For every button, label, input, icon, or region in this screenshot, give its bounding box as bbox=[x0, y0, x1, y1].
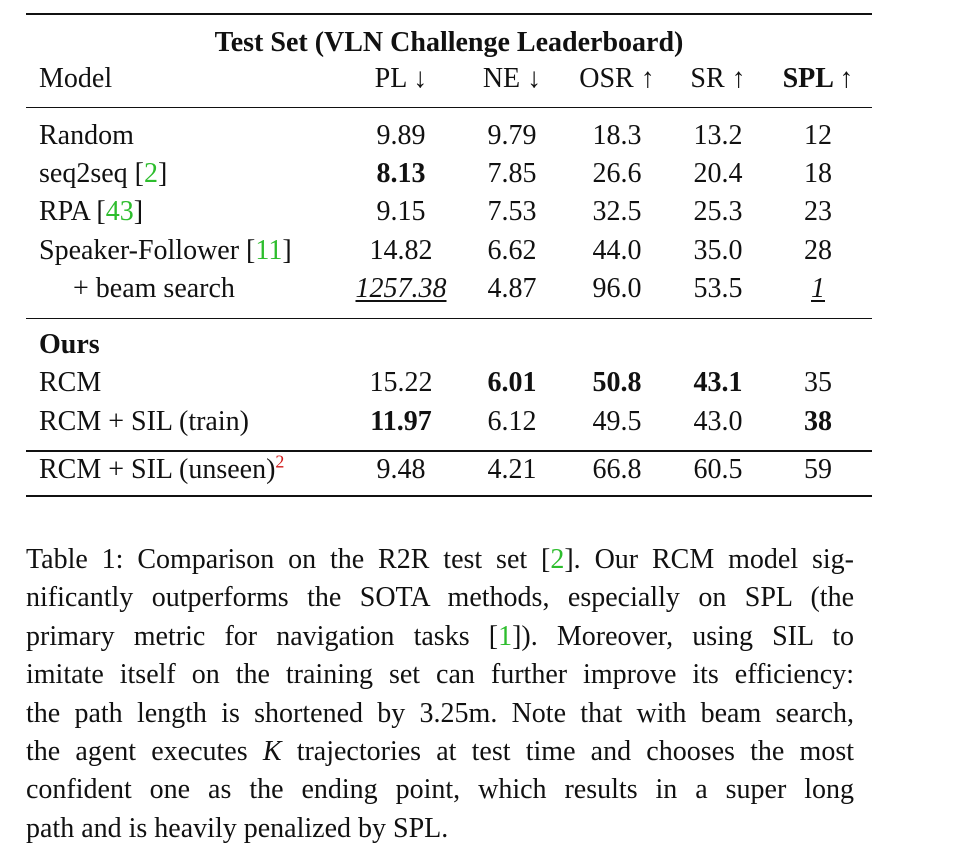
row-spl: 38 bbox=[804, 406, 832, 437]
row-pl: 9.15 bbox=[376, 196, 426, 227]
row-osr: 26.6 bbox=[592, 158, 642, 189]
row-ne: 9.79 bbox=[487, 120, 537, 151]
table-row: Random 9.89 9.79 18.3 13.2 12 bbox=[0, 118, 968, 154]
row-osr: 44.0 bbox=[592, 235, 642, 266]
row-spl: 28 bbox=[804, 235, 832, 266]
header-sr: SR ↑ bbox=[690, 63, 746, 94]
header-model: Model bbox=[39, 63, 113, 94]
table-bottom-rule bbox=[26, 495, 872, 497]
caption-line: path and is heavily penalized by SPL. bbox=[26, 812, 449, 844]
row-spl: 59 bbox=[804, 454, 832, 485]
header-osr: OSR ↑ bbox=[579, 63, 655, 94]
citation-link[interactable]: 11 bbox=[255, 235, 283, 266]
table-row: seq2seq [2] 8.13 7.85 26.6 20.4 18 bbox=[0, 156, 968, 192]
row-osr: 50.8 bbox=[592, 367, 642, 398]
row-sr: 43.0 bbox=[693, 406, 743, 437]
table-row: RCM 15.22 6.01 50.8 43.1 35 bbox=[0, 365, 968, 401]
header-ne: NE ↓ bbox=[482, 63, 542, 94]
row-pl: 15.22 bbox=[369, 367, 433, 398]
caption-line: Table 1: Comparison on the R2R test set … bbox=[26, 544, 854, 575]
caption-line: the path length is shortened by 3.25m. N… bbox=[26, 697, 854, 729]
caption-line: confident one as the ending point, which… bbox=[26, 774, 854, 806]
citation-link[interactable]: 2 bbox=[550, 544, 565, 575]
header-spl: SPL ↑ bbox=[782, 63, 854, 94]
table-row: RCM + SIL (unseen)2 9.48 4.21 66.8 60.5 … bbox=[0, 452, 968, 488]
table-row: RCM + SIL (train) 11.97 6.12 49.5 43.0 3… bbox=[0, 404, 968, 440]
row-model: Random bbox=[39, 120, 134, 151]
row-spl: 35 bbox=[804, 367, 832, 398]
table-row: Speaker-Follower [11] 14.82 6.62 44.0 35… bbox=[0, 233, 968, 269]
row-model: Speaker-Follower [11] bbox=[39, 235, 292, 266]
row-model: RCM + SIL (train) bbox=[39, 406, 249, 437]
table-header-row: Model PL ↓ NE ↓ OSR ↑ SR ↑ SPL ↑ bbox=[0, 61, 968, 97]
row-spl: 1 bbox=[811, 273, 825, 304]
row-ne: 7.53 bbox=[487, 196, 537, 227]
section-label: Ours bbox=[39, 329, 100, 360]
row-sr: 35.0 bbox=[693, 235, 743, 266]
row-sr: 13.2 bbox=[693, 120, 743, 151]
table-title: Test Set (VLN Challenge Leaderboard) bbox=[214, 27, 684, 58]
row-spl: 23 bbox=[804, 196, 832, 227]
section-rule bbox=[26, 318, 872, 319]
footnote-marker[interactable]: 2 bbox=[275, 451, 285, 472]
header-pl: PL ↓ bbox=[374, 63, 428, 94]
row-sr: 60.5 bbox=[693, 454, 743, 485]
row-sr: 53.5 bbox=[693, 273, 743, 304]
row-model: seq2seq [2] bbox=[39, 158, 168, 189]
row-sr: 20.4 bbox=[693, 158, 743, 189]
caption-line: imitate itself on the training set can f… bbox=[26, 659, 854, 691]
section-heading-row: Ours bbox=[0, 327, 968, 363]
citation-link[interactable]: 1 bbox=[498, 620, 513, 652]
caption-line: nificantly outperforms the SOTA methods,… bbox=[26, 582, 854, 614]
header-rule bbox=[26, 107, 872, 108]
row-pl: 1257.38 bbox=[355, 273, 447, 304]
row-ne: 6.62 bbox=[487, 235, 537, 266]
citation-link[interactable]: 43 bbox=[105, 196, 134, 227]
row-ne: 7.85 bbox=[487, 158, 537, 189]
row-osr: 49.5 bbox=[592, 406, 642, 437]
unseen-rule bbox=[26, 450, 872, 452]
citation-link[interactable]: 2 bbox=[143, 158, 158, 189]
row-osr: 66.8 bbox=[592, 454, 642, 485]
row-sr: 43.1 bbox=[693, 367, 743, 398]
table-top-rule bbox=[26, 13, 872, 15]
table-caption: Table 1: Comparison on the R2R test set … bbox=[26, 541, 854, 848]
row-ne: 6.12 bbox=[487, 406, 537, 437]
row-sr: 25.3 bbox=[693, 196, 743, 227]
row-ne: 4.21 bbox=[487, 454, 537, 485]
table-row: + beam search 1257.38 4.87 96.0 53.5 1 bbox=[0, 271, 968, 307]
row-spl: 12 bbox=[804, 120, 832, 151]
row-model: RPA [43] bbox=[39, 196, 144, 227]
row-model: RCM + SIL (unseen)2 bbox=[39, 451, 285, 485]
row-pl: 9.89 bbox=[376, 120, 426, 151]
row-model: + beam search bbox=[73, 273, 235, 304]
caption-line: primary metric for navigation tasks [1])… bbox=[26, 620, 854, 652]
row-pl: 9.48 bbox=[376, 454, 426, 485]
row-pl: 14.82 bbox=[369, 235, 433, 266]
row-ne: 6.01 bbox=[487, 367, 537, 398]
row-pl: 11.97 bbox=[370, 406, 432, 437]
row-spl: 18 bbox=[804, 158, 832, 189]
table-row: RPA [43] 9.15 7.53 32.5 25.3 23 bbox=[0, 194, 968, 230]
row-osr: 32.5 bbox=[592, 196, 642, 227]
row-ne: 4.87 bbox=[487, 273, 537, 304]
row-model: RCM bbox=[39, 367, 102, 398]
row-pl: 8.13 bbox=[376, 158, 426, 189]
row-osr: 96.0 bbox=[592, 273, 642, 304]
caption-line: the agent executes K trajectories at tes… bbox=[26, 735, 855, 767]
row-osr: 18.3 bbox=[592, 120, 642, 151]
